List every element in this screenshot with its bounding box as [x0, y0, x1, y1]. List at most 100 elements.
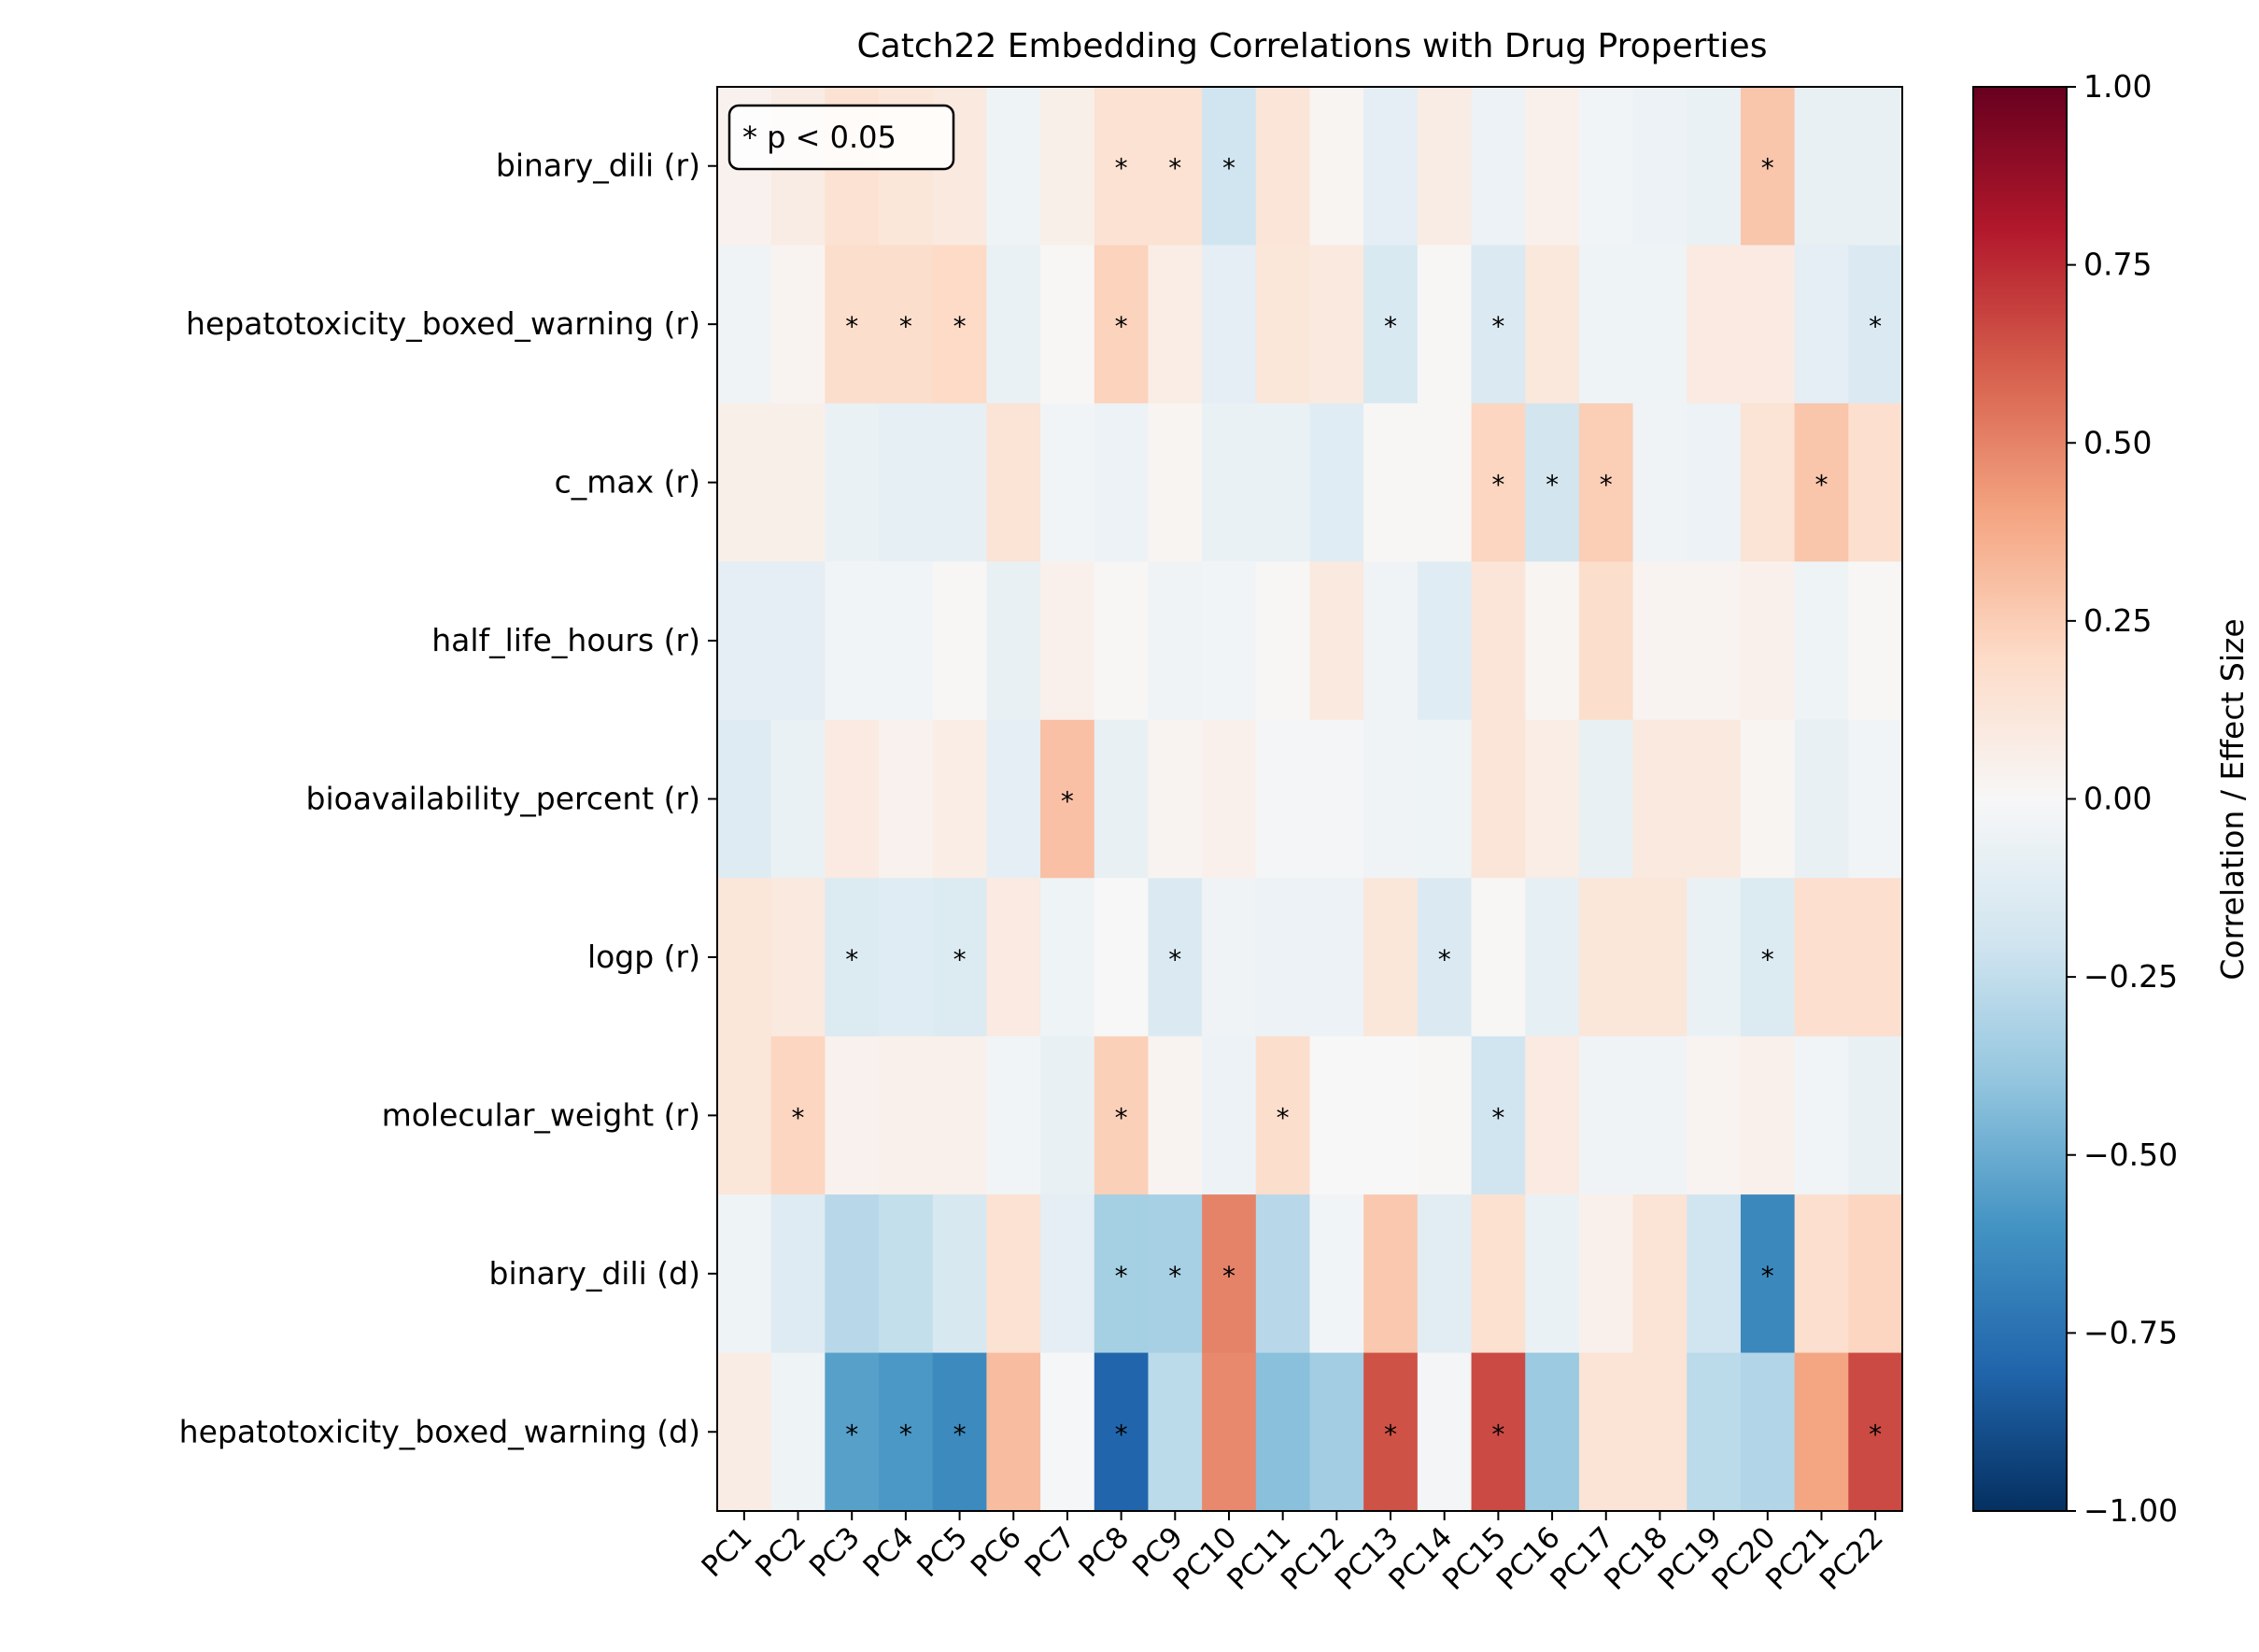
heatmap-cell: [1094, 561, 1150, 721]
heatmap-cell: [1309, 245, 1364, 404]
heatmap-cell: [1040, 878, 1095, 1038]
heatmap-cell: [1309, 561, 1364, 721]
heatmap-cell: [1578, 245, 1634, 404]
significance-marker: *: [1222, 1261, 1235, 1292]
significance-marker: *: [1491, 311, 1504, 342]
heatmap-cell: [986, 1036, 1041, 1195]
significance-marker: *: [1115, 311, 1128, 342]
heatmap-cell: [770, 1194, 826, 1354]
y-tick-label: hepatotoxicity_boxed_warning (d): [179, 1413, 700, 1449]
heatmap-cell: [1632, 402, 1687, 562]
heatmap-cell: [825, 1036, 880, 1195]
colorbar-tick-label: −0.25: [2083, 958, 2178, 995]
heatmap-cell: [1794, 1352, 1849, 1512]
heatmap-cell: [1309, 1036, 1364, 1195]
heatmap-cell: [825, 1194, 880, 1354]
significance-marker: *: [953, 1419, 967, 1449]
heatmap-cell: [1417, 245, 1473, 404]
significance-marker: *: [1491, 1102, 1504, 1133]
heatmap-cell: [932, 402, 988, 562]
colorbar-tick-label: −0.75: [2083, 1314, 2178, 1350]
heatmap-cell: [1740, 1194, 1796, 1354]
heatmap-cell: [1202, 1194, 1257, 1354]
heatmap-cell: [1202, 719, 1257, 879]
significance-marker: *: [953, 311, 967, 342]
heatmap-cell: [986, 561, 1041, 721]
significance-markers: * * * * * * * * * * * * * * * * * * * * * * * * * * * * * * * * * * * *: [792, 153, 1883, 1450]
heatmap-cell: [986, 719, 1041, 879]
heatmap-cell: [770, 402, 826, 562]
heatmap-cell: [1417, 561, 1473, 721]
y-tick-label: bioavailability_percent (r): [306, 781, 700, 817]
heatmap-cell: [1525, 719, 1580, 879]
heatmap-cell: [1202, 245, 1257, 404]
heatmap-cell: [1094, 878, 1150, 1038]
heatmap-cell: [770, 1352, 826, 1512]
heatmap-cell: [1309, 719, 1364, 879]
heatmap-cell: [1632, 1352, 1687, 1512]
heatmap-cell: [1148, 561, 1203, 721]
significance-marker: *: [1222, 153, 1235, 184]
heatmap-cell: [1578, 1036, 1634, 1195]
heatmap-cell: [1417, 1036, 1473, 1195]
significance-marker: *: [1491, 1419, 1504, 1449]
heatmap-cell: [1740, 1036, 1796, 1195]
x-tick-label: PC6: [965, 1520, 1028, 1584]
significance-marker: *: [899, 1419, 912, 1449]
significance-marker: *: [1546, 470, 1559, 501]
heatmap-cell: [1255, 1352, 1311, 1512]
heatmap-cell: [1363, 1352, 1419, 1512]
heatmap-cell: [1417, 1194, 1473, 1354]
significance-marker: *: [899, 311, 912, 342]
heatmap-cell: [1794, 1194, 1849, 1354]
heatmap-cell: [1848, 719, 1903, 879]
significance-marker: *: [792, 1102, 805, 1133]
heatmap-cell: [1740, 878, 1796, 1038]
x-tick-label: PC5: [911, 1520, 974, 1584]
heatmap-cell: [1202, 402, 1257, 562]
heatmap-cell: [1148, 878, 1203, 1038]
significance-marker: *: [1761, 944, 1774, 975]
y-axis: binary_dili (r) hepatotoxicity_boxed_warn…: [179, 148, 717, 1449]
y-tick-label: logp (r): [587, 939, 700, 975]
heatmap-cell: [1848, 1352, 1903, 1512]
heatmap-cell: [825, 402, 880, 562]
heatmap-cell: [1740, 245, 1796, 404]
heatmap-cell: [1525, 1036, 1580, 1195]
heatmap-cell: [1040, 1194, 1095, 1354]
heatmap-cell: [1740, 719, 1796, 879]
heatmap-cell: [1525, 561, 1580, 721]
heatmap-cell: [1740, 561, 1796, 721]
heatmap-cell: [1040, 1036, 1095, 1195]
heatmap-cell: [879, 878, 934, 1038]
heatmap-cell: [1471, 719, 1526, 879]
heatmap-cell: [717, 1036, 772, 1195]
heatmap-cell: [879, 561, 934, 721]
heatmap-cell: [1094, 1036, 1150, 1195]
heatmap-cell: [1363, 245, 1419, 404]
heatmap-cell: [1148, 402, 1203, 562]
heatmap-cell: [1794, 402, 1849, 562]
colorbar-ticks: 1.00 0.75 0.50 0.25 0.00 −0.25 −0.50 −0.75 −1.00: [2067, 68, 2178, 1529]
heatmap-cell: [1148, 87, 1203, 247]
colorbar-tick-label: 0.25: [2083, 602, 2152, 639]
heatmap-cell: [1255, 561, 1311, 721]
significance-marker: *: [1115, 1102, 1128, 1133]
heatmap-cell: [1094, 1194, 1150, 1354]
x-tick-label: PC1: [696, 1520, 759, 1584]
heatmap-cell: [986, 1194, 1041, 1354]
heatmap-cell: [1040, 1352, 1095, 1512]
heatmap-cell: [1094, 402, 1150, 562]
heatmap-cell: [1363, 719, 1419, 879]
heatmap-cell: [1525, 245, 1580, 404]
heatmap-cell: [1255, 1036, 1311, 1195]
heatmap-cell: [1471, 1352, 1526, 1512]
heatmap-cell: [1255, 245, 1311, 404]
heatmap-cell: [1148, 1352, 1203, 1512]
significance-marker: *: [1115, 1419, 1128, 1449]
heatmap-cell: [1363, 1036, 1419, 1195]
heatmap-cell: [986, 878, 1041, 1038]
heatmap-cell: [770, 719, 826, 879]
heatmap-cell: [1417, 402, 1473, 562]
heatmap-cell: [1687, 402, 1742, 562]
